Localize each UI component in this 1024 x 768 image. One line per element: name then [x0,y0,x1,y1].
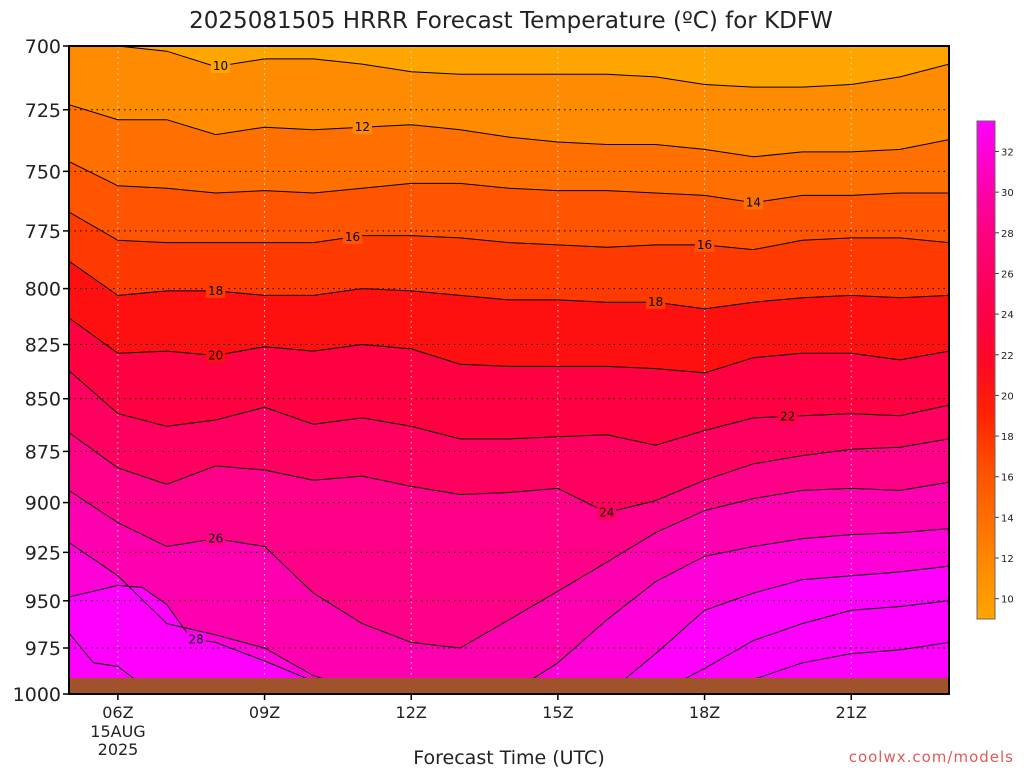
x-subtick-date: 15AUG [90,722,145,741]
contour-label-18: 18 [648,295,663,309]
colorbar-label-28: 28 [1001,229,1014,240]
contour-label-bg [206,283,226,298]
y-tick-label-1000: 1000 [13,684,61,706]
contour-label-10: 10 [213,59,228,73]
credit-text: coolwx.com/models [849,748,1014,766]
colorbar-label-24: 24 [1001,310,1014,321]
colorbar-ticks: 32 30 28 26 24 22 20 18 16 14 12 10 [995,147,1014,606]
contour-label-26: 26 [208,532,223,546]
contour-line-14 [69,161,949,204]
colorbar-label-14: 14 [1001,513,1014,524]
contour-line-16 [69,211,949,251]
contour-line-24 [69,432,949,514]
contour-label-16: 16 [697,238,712,252]
contour-label-16: 16 [345,230,360,244]
y-tick-label-750: 750 [25,161,61,183]
colorbar-ramp [976,120,996,620]
colorbar-label-30: 30 [1001,188,1014,199]
colorbar-label-32: 32 [1001,147,1014,158]
ground-surface [69,678,949,694]
colorbar-label-26: 26 [1001,269,1014,280]
contour-label-bg [597,505,617,520]
x-tick-label-12Z: 12Z [396,703,427,722]
y-tick-label-900: 900 [25,493,61,515]
contour-label-14: 14 [746,196,761,210]
y-tick-label-975: 975 [25,638,61,660]
y-tick-label-775: 775 [25,221,61,243]
contour-labels: 10 12 14 16 16 18 18 20 22 24 26 28 [186,58,798,647]
x-subtick-year: 2025 [98,740,139,759]
contour-label-bg [778,409,798,424]
contour-line-extra-9 [69,528,949,694]
y-tick-label-950: 950 [25,591,61,613]
x-axis-title: Forecast Time (UTC) [413,747,604,768]
colorbar-label-10: 10 [1001,595,1014,606]
contour-label-20: 20 [208,348,223,362]
contour-line-extra-11 [606,565,949,694]
contour-label-bg [694,237,715,252]
contour-label-24: 24 [599,506,614,520]
contour-label-bg [186,632,206,647]
y-tick-label-825: 825 [25,335,61,357]
x-tick-label-06Z: 06Z [102,703,133,722]
x-axis: 06Z 09Z 12Z 15Z 18Z 21Z [102,694,867,722]
contour-label-12: 12 [355,120,370,134]
contour-line-extra-12 [655,600,949,694]
contour-label-bg [210,58,231,73]
x-tick-label-09Z: 09Z [249,703,280,722]
colorbar-label-12: 12 [1001,554,1014,565]
plot-frame [68,45,950,695]
x-tick-label-18Z: 18Z [689,703,720,722]
grid-lines [69,46,949,694]
contour-label-bg [206,531,226,546]
colorbar-label-18: 18 [1001,432,1014,443]
chart-title: 2025081505 HRRR Forecast Temperature (ºC… [189,8,833,34]
contour-line-22 [69,370,949,446]
y-tick-label-800: 800 [25,279,61,301]
contour-label-22: 22 [780,409,795,423]
contour-line-12 [69,104,949,158]
contour-label-bg [342,230,363,245]
colorbar-label-22: 22 [1001,351,1014,362]
band-fill-left-warm [69,585,353,694]
contour-label-18: 18 [208,284,223,298]
x-tick-label-21Z: 21Z [836,703,867,722]
colorbar-label-16: 16 [1001,473,1014,484]
y-tick-label-925: 925 [25,542,61,564]
colorbar-label-20: 20 [1001,391,1014,402]
y-axis: 700 725 750 775 800 825 850 875 900 925 950 975 1000 [13,36,69,706]
y-tick-label-850: 850 [25,389,61,411]
contour-label-28: 28 [188,632,203,646]
contour-label-bg [743,195,764,210]
y-tick-label-875: 875 [25,441,61,463]
x-tick-label-15Z: 15Z [542,703,573,722]
y-tick-label-700: 700 [25,36,61,58]
y-tick-label-725: 725 [25,100,61,122]
colorbar: 32 30 28 26 24 22 20 18 16 14 12 10 [976,120,1014,620]
contour-label-bg [646,295,666,310]
contour-label-bg [206,348,226,363]
contour-label-bg [352,120,372,135]
